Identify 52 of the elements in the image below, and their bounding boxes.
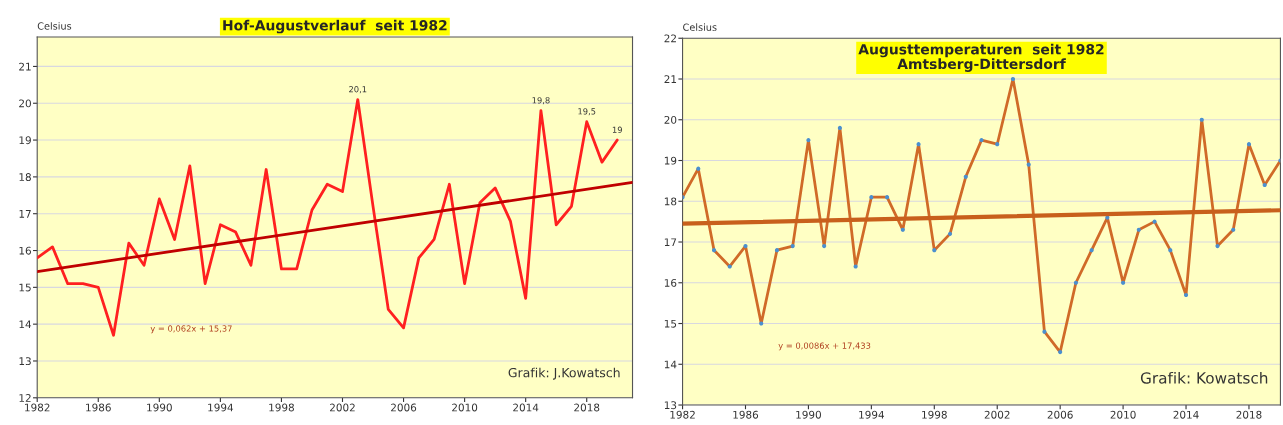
x-tick-label: 1994 xyxy=(208,403,234,412)
x-tick-label: 1994 xyxy=(859,410,885,419)
x-tick-label: 1982 xyxy=(25,403,50,412)
x-tick-label: 2018 xyxy=(1236,410,1262,419)
x-tick-label: 2010 xyxy=(452,403,478,412)
annotation: Grafik: Kowatsch xyxy=(1140,371,1268,384)
y-tick-label: 18 xyxy=(664,197,677,206)
x-tick-label: 1986 xyxy=(86,403,111,412)
data-label: 19,5 xyxy=(578,108,596,116)
x-tick-label: 1982 xyxy=(670,410,695,419)
y-axis-title: Celsius xyxy=(683,23,717,31)
y-tick-label: 16 xyxy=(19,246,31,255)
x-tick-label: 1998 xyxy=(922,410,947,419)
annotation: Grafik: J.Kowatsch xyxy=(508,367,620,380)
x-tick-label: 2002 xyxy=(330,403,355,412)
y-tick-label: 22 xyxy=(664,34,676,43)
y-tick-label: 19 xyxy=(19,136,31,145)
x-tick-label: 2010 xyxy=(1110,410,1136,419)
annotation: y = 0,062x + 15,37 xyxy=(150,325,232,334)
y-tick-label: 20 xyxy=(664,115,677,124)
x-tick-label: 2002 xyxy=(984,410,1010,419)
x-tick-label: 2014 xyxy=(513,403,539,412)
y-tick-label: 19 xyxy=(664,156,677,165)
y-axis-title: Celsius xyxy=(37,22,72,30)
text: Augusttemperaturen seit 1982 Amtsberg-Dittersdorf xyxy=(858,43,1104,72)
y-tick-label: 18 xyxy=(19,173,31,181)
chart-title: Hof-Augustverlauf seit 1982 xyxy=(223,19,447,34)
x-tick-label: 1986 xyxy=(733,410,759,419)
data-label: 20,1 xyxy=(349,86,367,94)
x-tick-label: 2014 xyxy=(1173,410,1199,419)
data-label: 19 xyxy=(612,126,622,133)
y-tick-label: 16 xyxy=(664,278,677,287)
x-tick-label: 1990 xyxy=(796,410,821,419)
x-tick-label: 1998 xyxy=(269,403,294,412)
y-tick-label: 21 xyxy=(19,62,31,71)
y-tick-label: 17 xyxy=(664,238,677,246)
x-tick-label: 1990 xyxy=(147,403,172,412)
x-tick-label: 2018 xyxy=(574,403,600,412)
x-tick-label: 2006 xyxy=(391,403,417,412)
y-tick-label: 13 xyxy=(664,401,677,410)
annotation: y = 0,0086x + 17,433 xyxy=(778,342,871,351)
data-label: 19,8 xyxy=(532,97,550,105)
y-tick-label: 21 xyxy=(664,75,677,83)
y-tick-label: 12 xyxy=(19,394,31,402)
y-tick-label: 17 xyxy=(19,210,31,218)
y-tick-label: 13 xyxy=(19,357,31,366)
y-tick-label: 14 xyxy=(664,360,677,369)
y-tick-label: 15 xyxy=(664,319,677,328)
y-tick-label: 14 xyxy=(19,320,32,329)
y-tick-label: 20 xyxy=(19,99,31,108)
y-tick-label: 15 xyxy=(19,283,31,292)
x-tick-label: 2006 xyxy=(1047,410,1073,419)
